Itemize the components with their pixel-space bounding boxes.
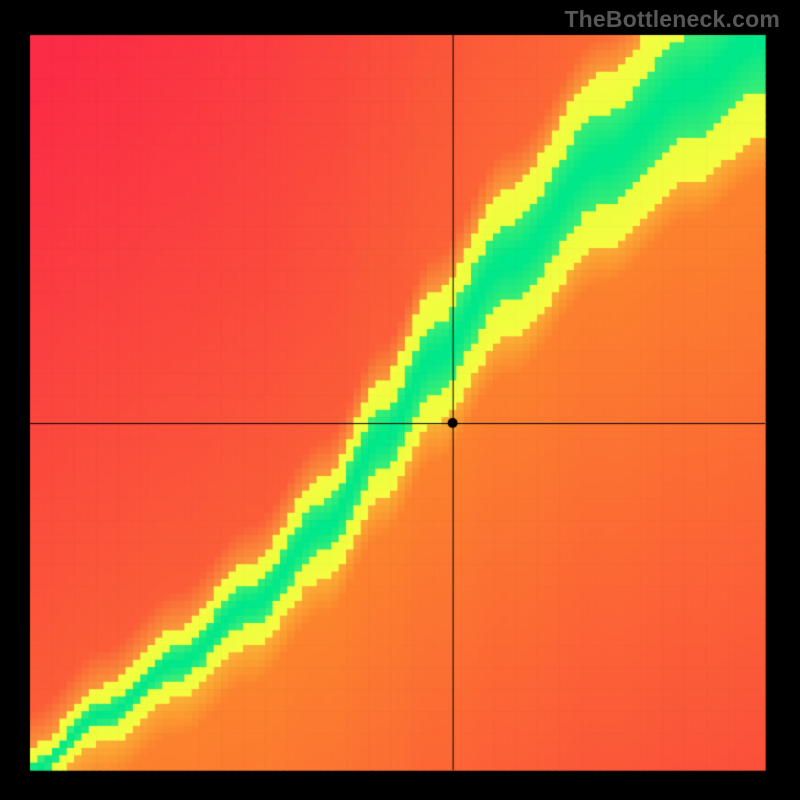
chart-container: TheBottleneck.com <box>0 0 800 800</box>
heatmap-canvas <box>0 0 800 800</box>
watermark-text: TheBottleneck.com <box>564 6 780 33</box>
